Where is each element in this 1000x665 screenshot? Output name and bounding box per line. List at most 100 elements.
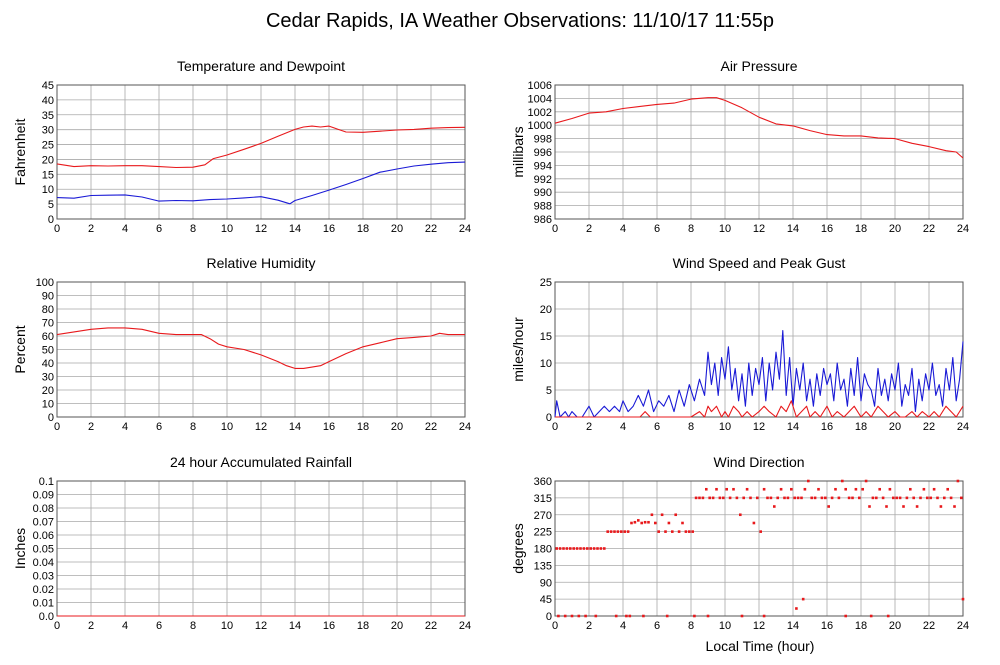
data-point [892, 496, 895, 500]
x-tick-label: 14 [289, 421, 301, 433]
plot-frame [554, 84, 964, 220]
y-axis-label: Fahrenheit [12, 118, 28, 185]
x-tick-label: 18 [855, 620, 867, 632]
data-point [868, 505, 871, 508]
x-tick-label: 6 [156, 620, 162, 632]
data-point [626, 530, 630, 533]
data-point [869, 614, 873, 618]
data-point [563, 614, 567, 618]
data-point [898, 496, 902, 500]
data-point [936, 496, 939, 500]
x-tick-label: 2 [88, 421, 94, 433]
data-point [956, 479, 960, 483]
x-tick-label: 24 [957, 421, 969, 433]
data-point [660, 513, 664, 517]
chart-title: Relative Humidity [207, 255, 316, 271]
x-tick-label: 14 [787, 620, 799, 632]
y-tick-label: 80 [42, 304, 54, 316]
data-point [740, 614, 744, 618]
data-point [922, 487, 926, 491]
data-point [783, 496, 786, 500]
page-title: Cedar Rapids, IA Weather Observations: 1… [266, 10, 774, 32]
y-tick-label: 0.07 [33, 517, 54, 529]
y-tick-label: 5 [48, 199, 54, 211]
data-point [909, 487, 912, 491]
y-axis-label: millibars [510, 126, 526, 177]
x-tick-label: 0 [552, 620, 558, 632]
data-point [579, 547, 582, 550]
data-point [773, 505, 776, 508]
x-tick-label: 8 [190, 223, 196, 235]
y-tick-label: 10 [42, 184, 54, 196]
data-point [718, 496, 722, 500]
data-point [844, 487, 847, 491]
series-line-1 [554, 97, 964, 159]
x-tick-label: 22 [425, 223, 437, 235]
data-point [871, 496, 875, 500]
series-line-1 [56, 327, 465, 369]
data-point [837, 496, 841, 500]
data-point [803, 487, 807, 491]
x-tick-label: 16 [821, 223, 833, 235]
y-axis-label: Inches [12, 528, 28, 569]
data-point [820, 496, 824, 500]
data-point [752, 521, 756, 525]
x-tick-label: 18 [855, 223, 867, 235]
data-point [732, 487, 735, 491]
series-line-2 [555, 400, 964, 418]
x-tick-label: 16 [821, 421, 833, 433]
data-point [875, 496, 878, 500]
data-point [759, 530, 762, 533]
data-point [886, 614, 890, 618]
data-point [725, 487, 728, 491]
chart-title: Air Pressure [720, 58, 797, 74]
data-point [834, 487, 837, 491]
x-tick-label: 0 [552, 421, 558, 433]
data-point [728, 496, 732, 500]
data-point [946, 487, 949, 491]
data-point [735, 496, 739, 500]
y-tick-label: 998 [534, 134, 552, 146]
data-point [912, 496, 915, 500]
data-point [555, 547, 558, 550]
data-point [557, 614, 560, 618]
data-point [745, 487, 749, 491]
y-tick-label: 100 [36, 277, 54, 289]
data-point [674, 513, 677, 517]
data-point [664, 530, 667, 533]
data-point [688, 530, 691, 533]
y-tick-label: 45 [42, 80, 54, 92]
y-tick-label: 0.06 [33, 530, 54, 542]
x-tick-label: 24 [459, 620, 471, 632]
y-tick-label: 20 [42, 154, 54, 166]
data-point [739, 513, 742, 517]
data-point [711, 496, 715, 500]
data-point [858, 496, 861, 500]
x-tick-label: 20 [889, 421, 901, 433]
y-tick-label: 0.1 [39, 476, 54, 488]
series-line-1 [56, 125, 466, 169]
x-tick-label: 18 [855, 421, 867, 433]
y-tick-label: 90 [540, 577, 552, 589]
plot-frame [56, 281, 466, 418]
y-tick-label: 986 [534, 214, 552, 226]
chart-title: Wind Speed and Peak Gust [673, 255, 846, 271]
y-tick-label: 20 [540, 304, 552, 316]
data-point [630, 521, 633, 525]
x-tick-label: 12 [255, 620, 267, 632]
data-point [677, 530, 681, 533]
x-tick-label: 20 [889, 620, 901, 632]
y-tick-label: 70 [42, 318, 54, 330]
y-axis-label: Percent [12, 325, 28, 373]
data-point [795, 607, 798, 610]
y-tick-label: 90 [42, 291, 54, 303]
x-tick-label: 8 [688, 620, 694, 632]
y-tick-label: 270 [534, 510, 552, 522]
y-tick-label: 45 [540, 594, 552, 606]
y-axis-label: miles/hour [510, 317, 526, 382]
plot-frame [554, 281, 964, 418]
data-point [905, 496, 909, 500]
